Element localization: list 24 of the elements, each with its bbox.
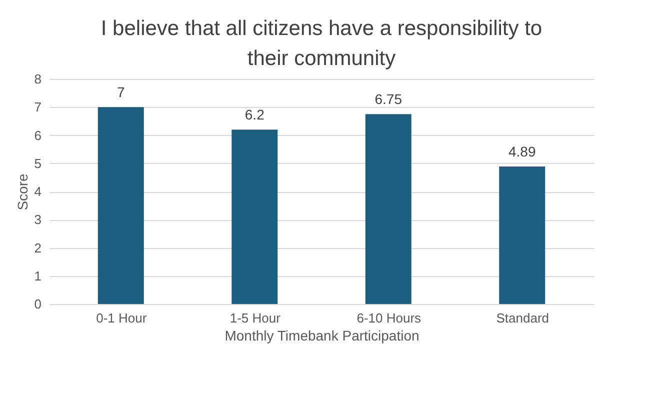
y-tick-label: 7 xyxy=(34,100,42,115)
y-tick-label: 2 xyxy=(34,240,42,256)
y-tick-label: 4 xyxy=(34,184,42,199)
bar xyxy=(232,130,278,304)
x-tick-label: 0-1 Hour xyxy=(96,310,148,326)
x-tick-label: 1-5 Hour xyxy=(230,310,282,326)
bar xyxy=(365,114,412,304)
data-label: 7 xyxy=(116,84,125,100)
y-tick-label: 0 xyxy=(34,296,42,312)
data-label: 6.2 xyxy=(244,106,265,123)
x-axis-title: Monthly Timebank Participation xyxy=(224,328,420,344)
y-tick-label: 8 xyxy=(34,72,42,86)
chart-title: I believe that all citizens have a responsibility to their community xyxy=(100,17,542,70)
y-tick-label: 3 xyxy=(34,212,42,228)
bar xyxy=(98,107,144,304)
data-label: 6.75 xyxy=(374,91,402,108)
x-tick-label: 6-10 Hours xyxy=(356,310,422,326)
x-tick-label: Standard xyxy=(496,310,550,326)
bar xyxy=(499,166,546,304)
y-tick-label: 1 xyxy=(34,268,42,284)
y-tick-label: 5 xyxy=(34,156,42,171)
data-label: 4.89 xyxy=(508,143,536,160)
y-axis-title: Score xyxy=(14,174,30,210)
y-tick-label: 6 xyxy=(34,128,42,143)
